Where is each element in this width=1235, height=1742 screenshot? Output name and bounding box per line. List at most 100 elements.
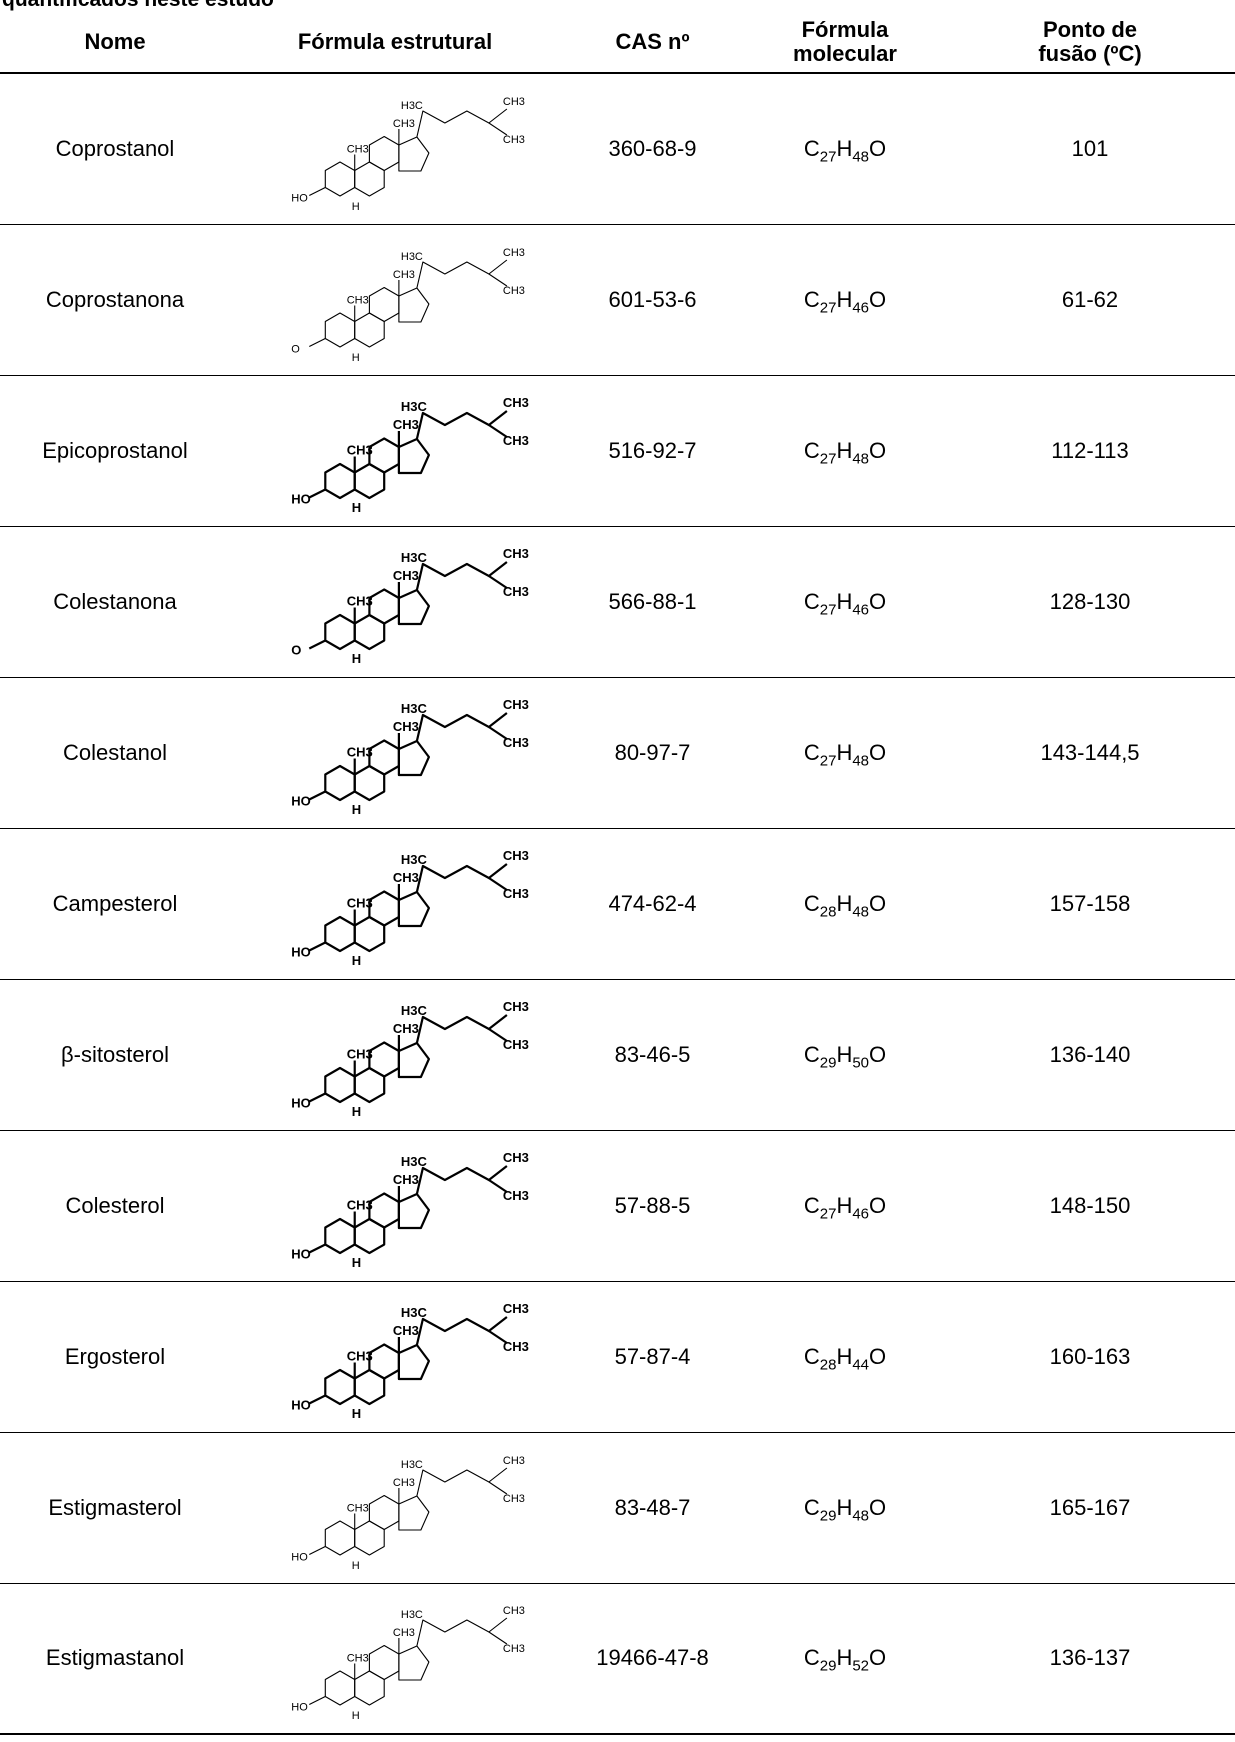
methyl-label: H3C <box>401 1609 423 1621</box>
ring-substituent-label: O <box>291 343 300 355</box>
methyl-label: CH3 <box>393 870 419 885</box>
formula-tail: O <box>869 588 887 614</box>
header-formula-line1: Fórmula <box>801 17 889 42</box>
molecular-formula: C28H48O <box>745 828 945 980</box>
methyl-label: CH3 <box>503 1493 525 1505</box>
ring-skeleton <box>309 108 508 197</box>
ring-skeleton <box>308 1013 508 1103</box>
methyl-label: CH3 <box>503 1455 525 1467</box>
formula-tail: O <box>869 1041 887 1067</box>
methyl-label: CH3 <box>503 1037 529 1052</box>
methyl-label: CH3 <box>503 584 529 599</box>
methyl-label: CH3 <box>503 546 529 561</box>
carbon-count: 27 <box>819 1204 837 1222</box>
ring-skeleton <box>308 1315 508 1405</box>
structural-formula: HO CH3 CH3 H3C CH3 CH3 H <box>230 979 560 1131</box>
methyl-label: CH3 <box>393 1627 415 1639</box>
formula-tail: O <box>869 1494 887 1520</box>
methyl-label: CH3 <box>347 294 369 306</box>
table-row: Colestanol HO CH3 CH3 H3C CH3 CH3 H 80-97-7 C27H4… <box>0 677 1235 829</box>
ring-skeleton <box>308 409 508 499</box>
melting-point: 157-158 <box>945 828 1235 980</box>
methyl-label: CH3 <box>347 1653 369 1665</box>
compound-name: Coprostanona <box>0 224 230 376</box>
steroid-structure-drawing: O CH3 CH3 H3C CH3 CH3 H <box>291 546 529 666</box>
hydrogen-count: 48 <box>852 902 870 920</box>
methyl-label: CH3 <box>393 1323 419 1338</box>
header-mp-line1: Ponto de <box>1042 17 1138 42</box>
steroid-structure-drawing: HO CH3 CH3 H3C CH3 CH3 H <box>291 1455 525 1572</box>
methyl-label: CH3 <box>503 886 529 901</box>
methyl-label: H3C <box>401 1003 428 1018</box>
table-row: Ergosterol HO CH3 CH3 H3C CH3 CH3 H 57-87-4 C28H4… <box>0 1281 1235 1433</box>
hydrogen-label: H <box>352 802 361 817</box>
melting-point: 160-163 <box>945 1281 1235 1433</box>
hydrogen-label: H <box>352 1560 360 1572</box>
cas-number: 57-87-4 <box>560 1281 745 1433</box>
ring-substituent-label: HO <box>291 1551 308 1563</box>
table-row: Campesterol HO CH3 CH3 H3C CH3 CH3 H 474-62-4 C28… <box>0 828 1235 980</box>
methyl-label: CH3 <box>503 735 529 750</box>
methyl-label: CH3 <box>347 744 373 759</box>
carbon-count: 29 <box>819 1657 837 1675</box>
ring-skeleton <box>309 1617 508 1706</box>
ring-skeleton <box>308 560 508 650</box>
compound-name: Colesterol <box>0 1130 230 1282</box>
molecular-formula: C27H46O <box>745 526 945 678</box>
cas-number: 474-62-4 <box>560 828 745 980</box>
methyl-label: CH3 <box>347 1197 373 1212</box>
formula-tail: O <box>869 1645 887 1671</box>
steroid-structure-drawing: HO CH3 CH3 H3C CH3 CH3 H <box>291 1150 529 1270</box>
structural-formula: HO CH3 CH3 H3C CH3 CH3 H <box>230 1432 560 1584</box>
ring-skeleton <box>308 711 508 801</box>
hydrogen-label: H <box>352 1406 361 1421</box>
ring-substituent-label: O <box>291 642 301 657</box>
ring-skeleton <box>308 1164 508 1254</box>
cas-number: 83-48-7 <box>560 1432 745 1584</box>
hydrogen-count: 48 <box>852 148 870 166</box>
structural-formula: HO CH3 CH3 H3C CH3 CH3 H <box>230 375 560 527</box>
methyl-label: CH3 <box>393 1477 415 1489</box>
carbon-count: 28 <box>819 902 837 920</box>
hydrogen-count: 52 <box>852 1657 870 1675</box>
methyl-label: CH3 <box>503 697 529 712</box>
steroid-structure-drawing: HO CH3 CH3 H3C CH3 CH3 H <box>291 1605 525 1722</box>
hydrogen-count: 50 <box>852 1053 870 1071</box>
steroid-structure-drawing: HO CH3 CH3 H3C CH3 CH3 H <box>291 848 529 968</box>
structural-formula: O CH3 CH3 H3C CH3 CH3 H <box>230 526 560 678</box>
ring-substituent-label: HO <box>291 1246 311 1261</box>
methyl-label: CH3 <box>503 1301 529 1316</box>
steroid-structure-drawing: HO CH3 CH3 H3C CH3 CH3 H <box>291 1301 529 1421</box>
melting-point: 165-167 <box>945 1432 1235 1584</box>
header-melting-point: Ponto de fusão (ºC) <box>945 12 1235 74</box>
methyl-label: H3C <box>401 1305 428 1320</box>
hydrogen-label: H <box>352 201 360 213</box>
methyl-label: CH3 <box>503 1150 529 1165</box>
ring-substituent-label: HO <box>291 491 311 506</box>
melting-point: 128-130 <box>945 526 1235 678</box>
ring-skeleton <box>309 1467 508 1556</box>
methyl-label: CH3 <box>347 442 373 457</box>
table-row: Colestanona O CH3 CH3 H3C CH3 CH3 H 566-88-1 C27H… <box>0 526 1235 678</box>
ring-substituent-label: HO <box>291 793 311 808</box>
hydrogen-label: H <box>352 1255 361 1270</box>
table-row: Coprostanol HO CH3 CH3 H3C CH3 CH3 H 360-68-9 C27… <box>0 73 1235 225</box>
hydrogen-count: 46 <box>852 298 870 316</box>
compound-name: β-sitosterol <box>0 979 230 1131</box>
methyl-label: CH3 <box>503 247 525 259</box>
hydrogen-count: 48 <box>852 1506 870 1524</box>
hydrogen-label: H <box>352 651 361 666</box>
steroid-structure-drawing: O CH3 CH3 H3C CH3 CH3 H <box>291 247 525 364</box>
formula-tail: O <box>869 437 887 463</box>
header-structure: Fórmula estrutural <box>230 12 560 74</box>
methyl-label: H3C <box>401 1459 423 1471</box>
hydrogen-label: H <box>352 352 360 364</box>
cas-number: 80-97-7 <box>560 677 745 829</box>
methyl-label: CH3 <box>347 143 369 155</box>
methyl-label: CH3 <box>503 395 529 410</box>
molecular-formula: C29H52O <box>745 1583 945 1735</box>
ring-substituent-label: HO <box>291 944 311 959</box>
carbon-count: 27 <box>819 751 837 769</box>
ring-substituent-label: HO <box>291 1397 311 1412</box>
methyl-label: CH3 <box>503 1339 529 1354</box>
